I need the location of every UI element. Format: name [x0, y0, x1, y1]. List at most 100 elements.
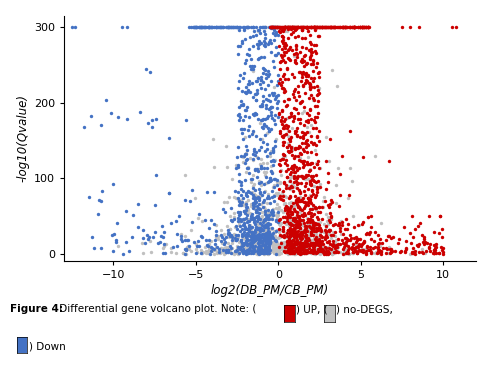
Point [291, 24, 299, 30]
Point [172, 250, 180, 257]
Point [297, 179, 305, 186]
Point [247, 203, 255, 209]
Point [278, 85, 286, 91]
Point [310, 228, 318, 234]
Point [243, 199, 250, 205]
Point [339, 231, 347, 237]
Point [290, 24, 298, 30]
Point [254, 229, 262, 235]
Point [284, 76, 292, 83]
Point [264, 221, 272, 227]
Point [198, 234, 206, 240]
Point [311, 48, 319, 54]
Point [250, 236, 258, 242]
Point [241, 35, 249, 42]
Point [303, 232, 311, 238]
Point [173, 231, 181, 238]
Point [129, 212, 136, 218]
Point [303, 24, 311, 30]
Point [304, 172, 312, 178]
Point [295, 165, 302, 171]
Point [275, 161, 283, 167]
Point [373, 249, 381, 255]
Point [279, 153, 287, 160]
Point [237, 153, 245, 159]
Point [245, 81, 252, 87]
Point [265, 41, 273, 47]
Point [276, 24, 284, 30]
Point [439, 250, 447, 257]
Point [291, 193, 299, 199]
Point [288, 247, 296, 253]
Point [292, 233, 300, 239]
Point [312, 151, 320, 157]
Point [302, 138, 310, 144]
Point [358, 24, 366, 30]
Point [243, 216, 251, 222]
Point [283, 66, 291, 72]
Point [268, 24, 276, 30]
Point [272, 245, 279, 251]
Point [159, 234, 166, 240]
Point [303, 241, 311, 247]
Point [388, 248, 396, 254]
Point [293, 224, 301, 230]
Point [259, 236, 267, 243]
Point [261, 86, 269, 92]
Point [291, 175, 299, 181]
Point [238, 126, 246, 132]
Point [285, 239, 293, 245]
Point [358, 246, 366, 252]
Point [247, 201, 255, 207]
Point [263, 129, 271, 136]
Point [300, 229, 308, 235]
Point [282, 230, 290, 237]
Point [292, 60, 300, 66]
Point [321, 234, 328, 240]
Point [286, 170, 294, 177]
Point [237, 71, 245, 78]
Point [240, 27, 247, 33]
Point [363, 230, 371, 236]
Point [296, 24, 304, 30]
Point [315, 234, 323, 240]
Point [244, 219, 251, 225]
Point [366, 247, 374, 253]
Point [323, 218, 330, 224]
Point [283, 238, 291, 244]
Point [201, 244, 209, 250]
Point [272, 94, 280, 100]
Point [304, 24, 312, 30]
Point [246, 123, 253, 129]
Point [255, 205, 263, 211]
Point [254, 213, 262, 219]
Point [317, 246, 325, 252]
Point [293, 173, 300, 179]
Point [266, 220, 273, 227]
Point [265, 247, 273, 253]
Point [308, 237, 316, 243]
Point [389, 234, 397, 240]
Point [243, 249, 250, 255]
Point [249, 66, 257, 72]
Point [188, 24, 195, 30]
Point [204, 250, 212, 257]
Point [287, 229, 295, 235]
Point [245, 114, 253, 120]
Point [169, 244, 177, 250]
Point [254, 248, 262, 254]
Point [223, 24, 231, 30]
Point [284, 204, 292, 210]
Point [220, 245, 228, 251]
Point [275, 24, 283, 30]
Point [352, 244, 359, 250]
Point [338, 222, 346, 229]
Point [257, 53, 265, 60]
Point [402, 238, 410, 244]
Point [211, 246, 218, 252]
Point [299, 175, 307, 181]
Point [102, 98, 109, 104]
Point [238, 129, 246, 136]
Point [251, 196, 259, 202]
Point [311, 114, 319, 121]
